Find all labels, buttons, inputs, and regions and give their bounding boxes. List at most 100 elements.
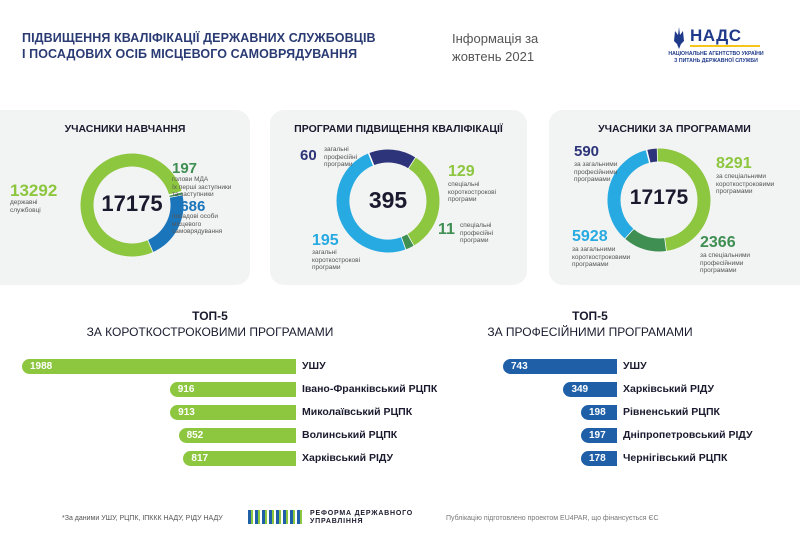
bar xyxy=(581,451,617,466)
title-line-1: ПІДВИЩЕННЯ КВАЛІФІКАЦІЇ ДЕРЖАВНИХ СЛУЖБО… xyxy=(22,31,376,45)
programs-special-short-label: спеціальні короткострокові програми xyxy=(448,181,496,204)
label-line: програми xyxy=(312,264,341,271)
period-info: Інформація за жовтень 2021 xyxy=(452,30,538,66)
bar xyxy=(581,428,617,443)
bar-category-label: Волинський РЦПК xyxy=(302,429,398,441)
label-line: професійними xyxy=(574,168,618,176)
top-short-title: ТОП-5 ЗА КОРОТКОСТРОКОВИМИ ПРОГРАМАМИ xyxy=(60,308,360,340)
period-info-line-1: Інформація за xyxy=(452,31,539,46)
title-line-2: І ПОСАДОВИХ ОСІБ МІСЦЕВОГО САМОВРЯДУВАНН… xyxy=(22,47,358,61)
programs-special-short-value: 129 xyxy=(448,163,475,180)
logo-divider xyxy=(690,45,760,47)
donut-segment-special-short xyxy=(657,148,711,252)
label-line: державні xyxy=(10,199,38,206)
panel-participants-by-program xyxy=(549,110,800,285)
label-line: програмами xyxy=(574,176,611,183)
bar xyxy=(22,359,296,374)
donut-participants-total: 17175 xyxy=(101,191,163,216)
reform-logo-line-1: РЕФОРМА ДЕРЖАВНОГО xyxy=(310,510,414,517)
label-line: за загальними xyxy=(574,161,618,168)
bar-category-label: УШУ xyxy=(302,360,326,372)
bar-value-label: 852 xyxy=(186,429,204,441)
bar-value-label: 916 xyxy=(177,383,195,395)
top-prof-title-line-2: ЗА ПРОФЕСІЙНИМИ ПРОГРАМАМИ xyxy=(487,325,693,339)
donut-participants-by-program xyxy=(607,147,711,253)
bar-value-label: 913 xyxy=(178,406,195,418)
label-line: професійні xyxy=(324,153,358,161)
label-line: програми xyxy=(448,196,477,203)
label-line: загальні xyxy=(324,146,349,153)
label-line: програмами xyxy=(700,267,737,274)
label-line: програми xyxy=(324,161,353,168)
donut-programs xyxy=(336,149,440,253)
programs-general-prof-value: 60 xyxy=(300,147,317,164)
label-line: короткостроковими xyxy=(572,253,631,261)
bar-value-label: 817 xyxy=(191,452,209,464)
bar xyxy=(178,428,296,443)
bar xyxy=(183,451,296,466)
donut-participants-by-program-total: 17175 xyxy=(629,186,689,209)
bar xyxy=(563,382,617,397)
donut-segment-divider xyxy=(645,148,651,164)
participants-civil-servants-value: 13292 xyxy=(10,181,58,200)
donut-segment-divider xyxy=(663,237,667,253)
by-program-general-short-value: 5928 xyxy=(572,228,608,245)
donut-segment-general-prof xyxy=(368,149,416,169)
reform-logo-stripes xyxy=(248,510,304,524)
logo-subtitle-line-1: НАЦІОНАЛЬНЕ АГЕНТСТВО УКРАЇНИ xyxy=(668,51,764,57)
reform-logo-line-2: УПРАВЛІННЯ xyxy=(310,518,364,525)
bar xyxy=(581,405,617,420)
label-line: програмами xyxy=(716,188,753,195)
programs-special-prof-label: спеціальні професійні програми xyxy=(460,222,493,245)
participants-heads-label: голови МДА їх перші заступники та заступ… xyxy=(172,176,231,199)
donut-segment-special-prof xyxy=(624,228,667,252)
bar-category-label: Миколаївський РЦПК xyxy=(302,406,413,418)
logo-subtitle-line-2: З ПИТАНЬ ДЕРЖАВНОЇ СЛУЖБИ xyxy=(674,57,758,64)
donut-segment-special-prof xyxy=(400,234,414,250)
bar-category-label: Дніпропетровський РІДУ xyxy=(623,429,753,441)
panel-participants-by-program-title: УЧАСНИКИ ЗА ПРОГРАМАМИ xyxy=(598,123,751,135)
bar-category-label: Чернігівський РЦПК xyxy=(623,452,728,464)
label-line: за спеціальними xyxy=(716,173,767,180)
bar-value-label: 178 xyxy=(589,452,606,464)
label-line: їх перші заступники xyxy=(172,183,232,191)
by-program-special-short-value: 8291 xyxy=(716,155,752,172)
bar-value-label: 1988 xyxy=(30,360,53,372)
donut-segment-special-short xyxy=(406,157,440,246)
bar-category-label: УШУ xyxy=(623,360,647,372)
by-program-general-prof-value: 590 xyxy=(574,143,600,160)
top-prof-title: ТОП-5 ЗА ПРОФЕСІЙНИМИ ПРОГРАМАМИ xyxy=(440,308,740,340)
label-line: спеціальні xyxy=(460,222,492,229)
publication-note: Публікацію підготовлено проектом EU4PAR,… xyxy=(446,515,659,522)
donut-segment-general-short xyxy=(607,150,650,239)
programs-general-prof-label: загальні професійні програми xyxy=(324,146,357,169)
bar xyxy=(170,405,296,420)
donut-segment-divider xyxy=(367,152,375,167)
source-note: *За даними УШУ, РЦПК, ІПККК НАДУ, РІДУ Н… xyxy=(62,515,223,522)
label-line: та заступники xyxy=(172,191,214,198)
donut-segment-civil-servants xyxy=(80,153,182,257)
donut-segment-local xyxy=(147,195,184,253)
label-line: короткострокові xyxy=(312,256,361,264)
period-info-line-2: жовтень 2021 xyxy=(452,49,535,64)
bar-category-label: Харківський РІДУ xyxy=(302,452,394,464)
participants-local-value: 3686 xyxy=(172,198,206,215)
label-line: професійними xyxy=(700,259,744,267)
panel-programs xyxy=(270,110,527,285)
label-line: короткостроковими xyxy=(716,180,775,188)
label-line: за загальними xyxy=(572,246,616,253)
donut-programs-total: 395 xyxy=(368,187,408,213)
label-line: за спеціальними xyxy=(700,252,751,259)
label-line: програми xyxy=(460,237,489,244)
bar-value-label: 349 xyxy=(571,383,589,395)
donut-segment-general-prof xyxy=(646,148,659,163)
logo-subtitle: НАЦІОНАЛЬНЕ АГЕНТСТВО УКРАЇНИ З ПИТАНЬ Д… xyxy=(661,51,771,64)
bar-value-label: 197 xyxy=(589,429,606,441)
donut-segment-divider xyxy=(168,194,184,199)
programs-general-short-label: загальні короткострокові програми xyxy=(312,249,360,272)
top-short-title-line-2: ЗА КОРОТКОСТРОКОВИМИ ПРОГРАМАМИ xyxy=(86,325,334,339)
label-line: професійні xyxy=(460,229,494,237)
panel-participants-title: УЧАСНИКИ НАВЧАННЯ xyxy=(64,123,186,135)
by-program-special-prof-value: 2366 xyxy=(700,234,736,251)
label-line: службовці xyxy=(10,206,41,214)
